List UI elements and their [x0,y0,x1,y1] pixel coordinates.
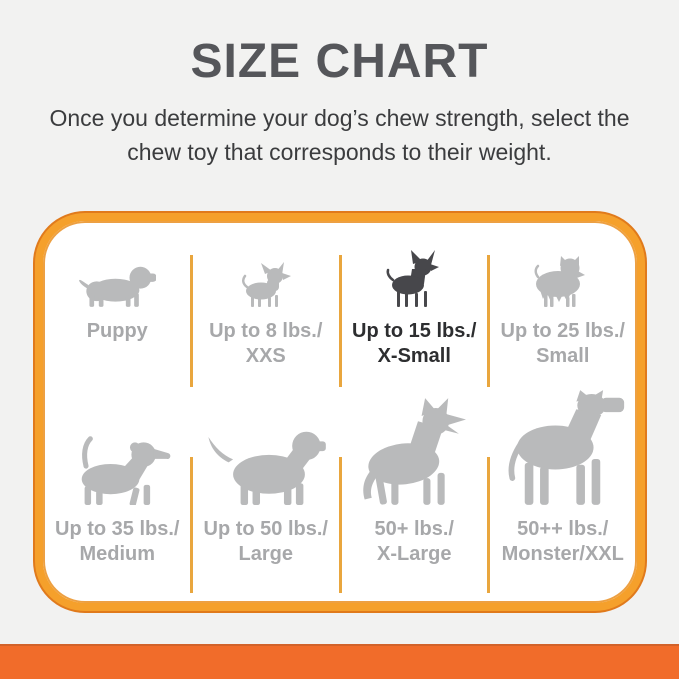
cell-label-line1: 50++ lbs./ [517,518,609,540]
cell-label-line2: Large [238,543,293,565]
footer-accent-bar [0,644,679,679]
page-title: SIZE CHART [190,35,489,88]
size-row-small-dogs: Puppy [43,221,638,387]
size-cell-puppy: Puppy [43,221,192,385]
column-divider [487,255,490,387]
icon-area [354,398,474,505]
subtitle-line-1: Once you determine your dog’s chew stren… [49,105,630,131]
cell-label: Up to 15 lbs./ X-Small [352,319,476,371]
size-cell-monster-xxl: 50++ lbs./ Monster/XXL [489,385,638,603]
column-divider [487,457,490,593]
size-cell-xsmall: Up to 15 lbs./ X-Small [340,221,489,385]
size-cell-large: Up to 50 lbs./ Large [192,385,341,603]
labrador-dog-icon [208,431,326,505]
size-chart-panel: Puppy [35,213,645,611]
cell-label: Up to 50 lbs./ Large [204,517,328,569]
size-cell-medium: Up to 35 lbs./ Medium [43,385,192,603]
small-terrier-icon [534,256,585,307]
icon-area [63,433,171,505]
cell-label: Up to 35 lbs./ Medium [55,517,179,569]
xsmall-dog-icon [386,250,439,307]
subtitle-line-2: chew toy that corresponds to their weigh… [127,139,552,165]
column-divider [190,255,193,387]
cell-label: Up to 8 lbs./ XXS [209,319,322,371]
cell-label-line2: Monster/XXL [501,543,624,565]
cell-label-line1: Up to 50 lbs./ [203,518,328,540]
shepherd-dog-icon [363,398,467,505]
cell-label-line1: Up to 8 lbs./ [209,320,323,342]
great-dane-dog-icon [508,390,625,505]
size-cell-xlarge: 50+ lbs./ X-Large [340,385,489,603]
cell-label: Puppy [87,319,148,371]
cell-label-line1: Up to 35 lbs./ [55,518,180,540]
cell-label: Up to 25 lbs./ Small [501,319,625,371]
page-subtitle: Once you determine your dog’s chew stren… [0,101,679,169]
cell-label-line1: Up to 25 lbs./ [500,320,625,342]
chihuahua-dog-icon [241,262,291,307]
column-divider [338,255,342,387]
size-cell-xxs: Up to 8 lbs./ XXS [192,221,341,385]
cell-label-line2: XXS [245,345,286,367]
cell-label-line1: Up to 15 lbs./ [352,320,477,342]
puppy-dog-icon [79,266,157,307]
cell-label-line2: Small [536,345,590,367]
cell-label-line2: X-Large [377,543,452,565]
column-divider [190,457,193,593]
cell-label-line1: Puppy [86,320,148,342]
icon-area [206,419,326,505]
cell-label: 50+ lbs./ X-Large [375,517,455,569]
icon-area [528,245,598,307]
cell-label: 50++ lbs./ Monster/XXL [502,517,624,569]
icon-area [78,245,157,307]
cell-label-line1: 50+ lbs./ [374,518,455,540]
icon-area [498,390,627,505]
size-cell-small: Up to 25 lbs./ Small [489,221,638,385]
icon-area [236,245,296,307]
cell-label-line2: Medium [79,543,156,565]
cell-label-line2: X-Small [377,345,451,367]
size-row-large-dogs: Up to 35 lbs./ Medium [43,385,637,603]
column-divider [338,457,342,593]
beagle-dog-icon [81,436,171,505]
icon-area [382,245,447,307]
